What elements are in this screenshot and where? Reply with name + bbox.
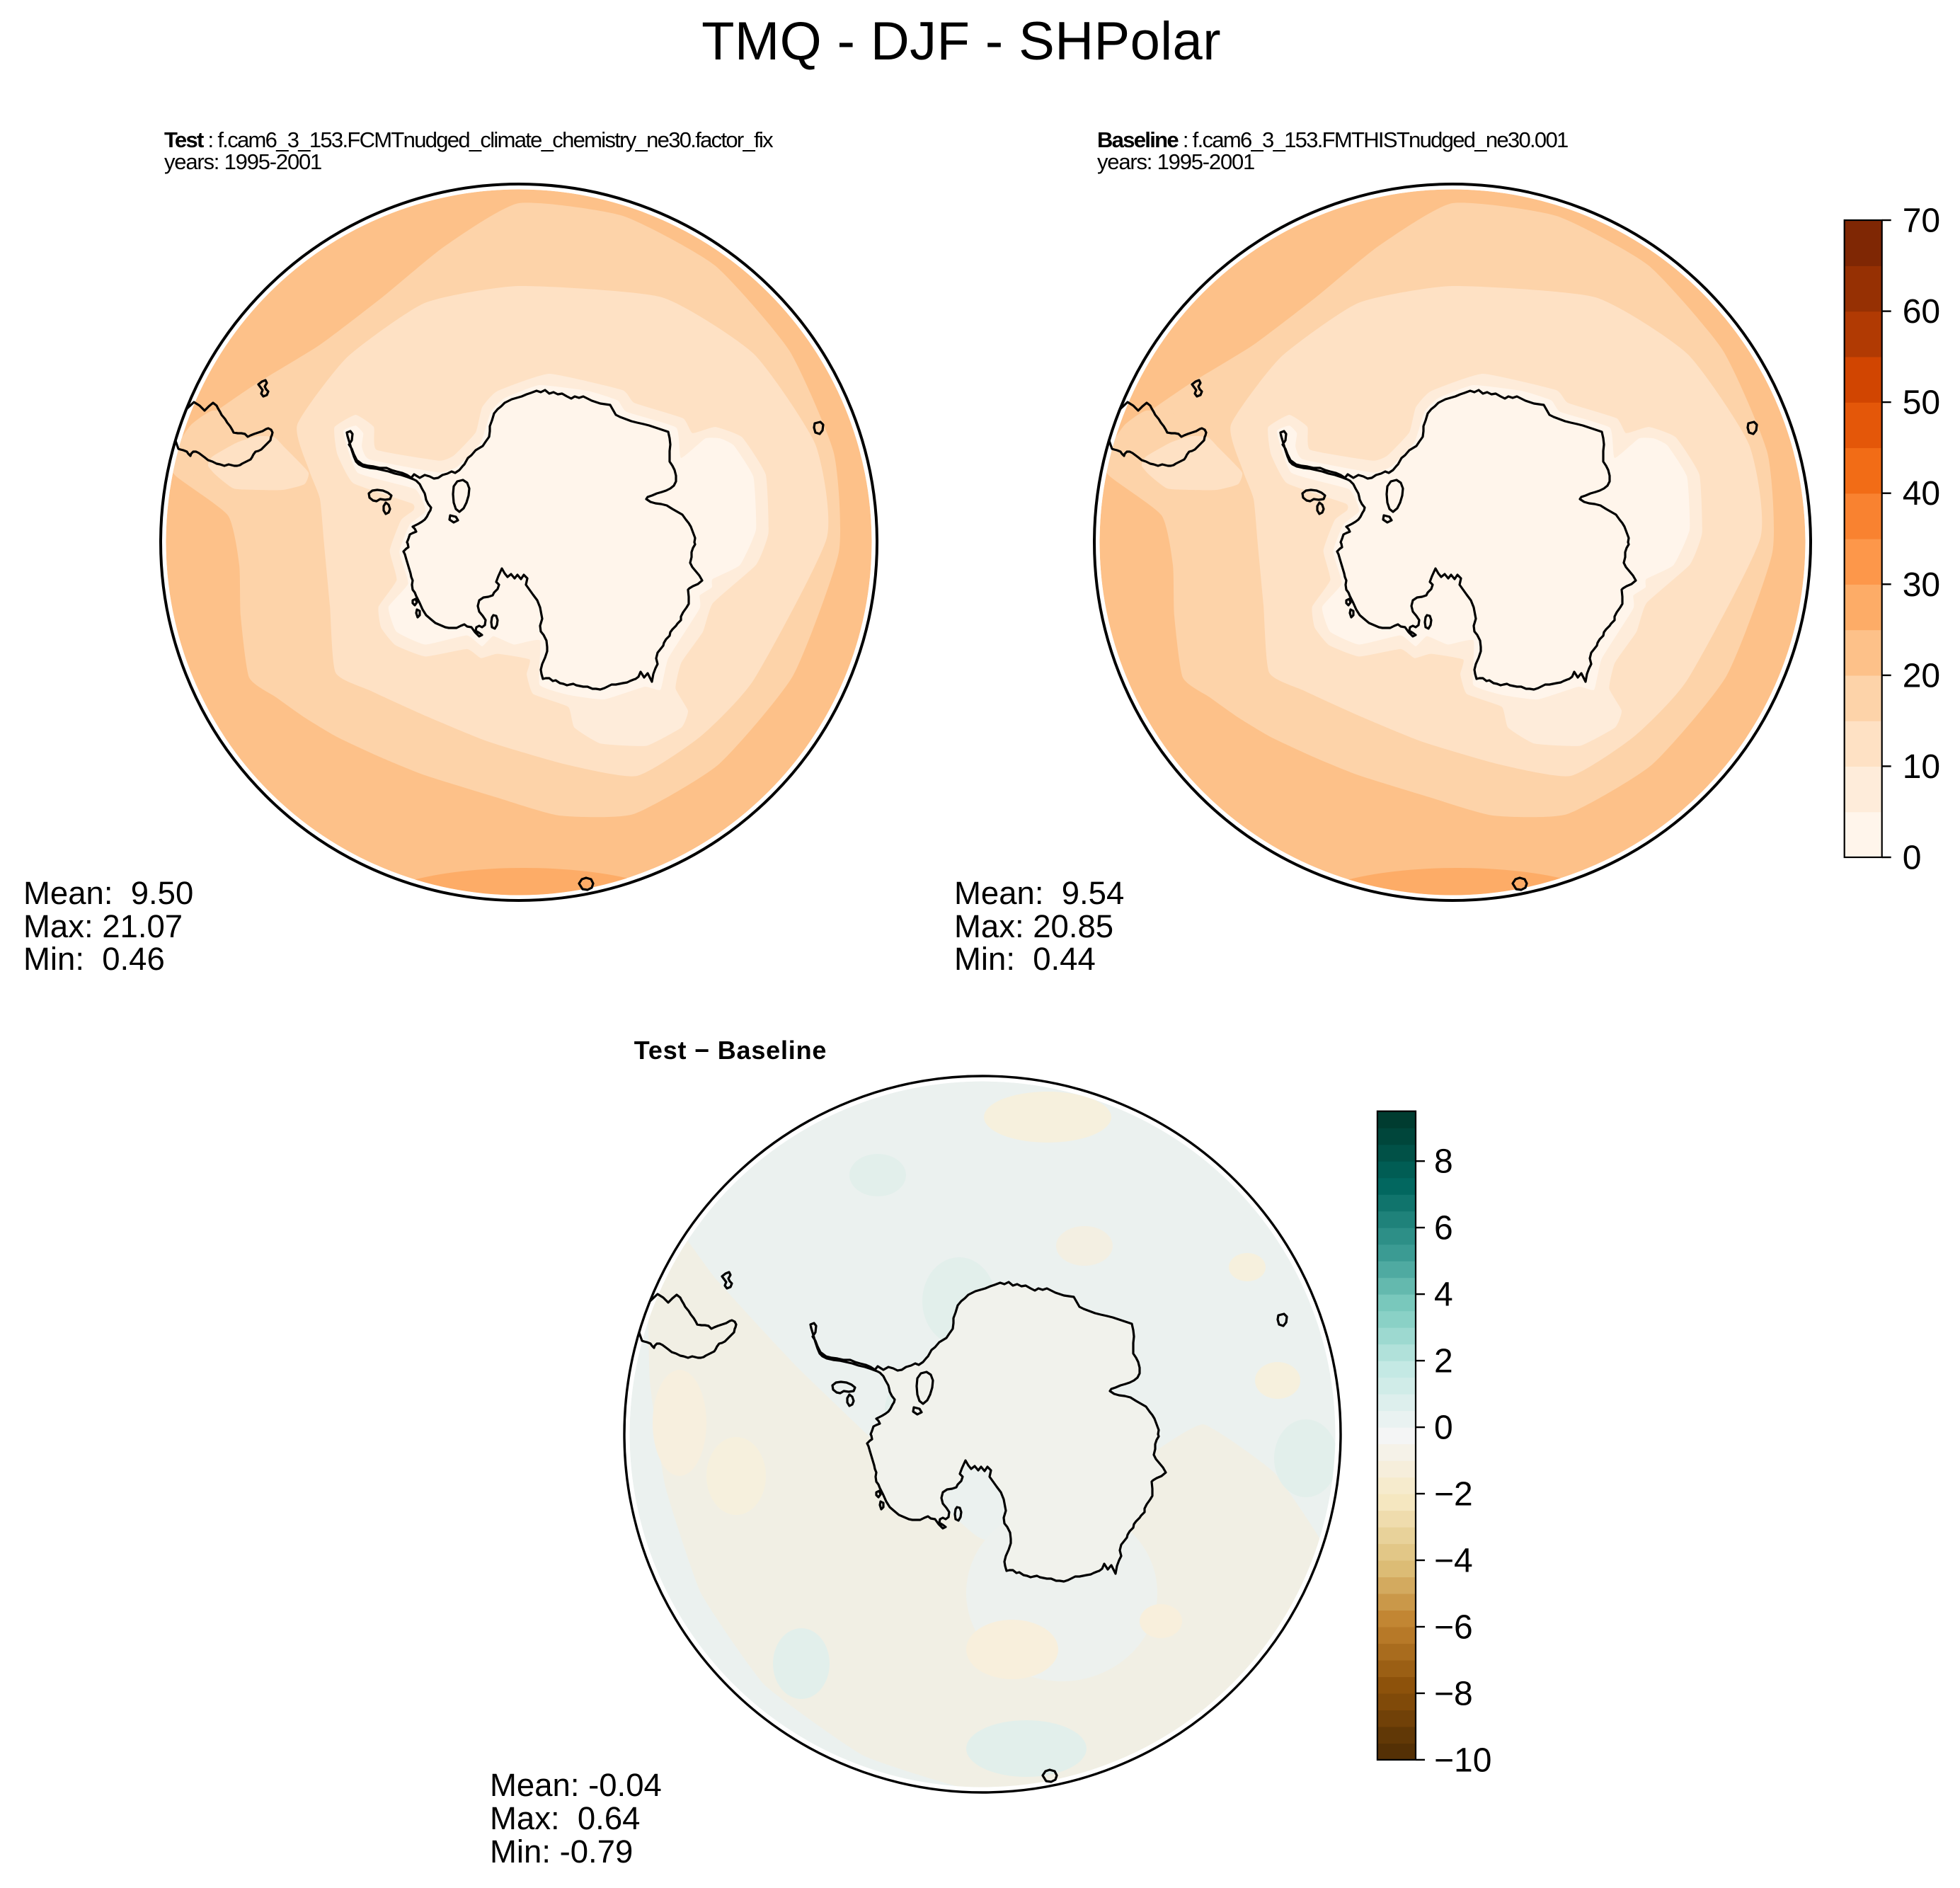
svg-text:Baseline : f.cam6_3_153.FMTHIS: Baseline : f.cam6_3_153.FMTHISTnudged_ne… xyxy=(1097,127,1568,152)
svg-text:TMQ - DJF - SHPolar: TMQ - DJF - SHPolar xyxy=(701,11,1221,71)
svg-text:Min: 0.44: Min: 0.44 xyxy=(954,941,1096,977)
svg-text:50: 50 xyxy=(1903,384,1940,422)
svg-text:6: 6 xyxy=(1434,1210,1453,1247)
svg-text:Min: -0.79: Min: -0.79 xyxy=(490,1833,633,1870)
svg-text:−2: −2 xyxy=(1434,1476,1473,1514)
svg-text:Max: 21.07: Max: 21.07 xyxy=(23,908,183,944)
svg-text:Min: 0.46: Min: 0.46 xyxy=(23,941,165,977)
svg-text:Mean: -0.04: Mean: -0.04 xyxy=(490,1767,662,1803)
svg-text:Test : f.cam6_3_153.FCMTnudged: Test : f.cam6_3_153.FCMTnudged_climate_c… xyxy=(164,127,774,152)
svg-text:70: 70 xyxy=(1903,202,1940,240)
svg-text:0: 0 xyxy=(1434,1409,1453,1447)
svg-text:Test − Baseline: Test − Baseline xyxy=(634,1036,827,1065)
svg-text:Mean: 9.54: Mean: 9.54 xyxy=(954,875,1124,911)
svg-text:0: 0 xyxy=(1903,840,1922,877)
svg-text:30: 30 xyxy=(1903,566,1940,604)
svg-text:2: 2 xyxy=(1434,1343,1453,1380)
svg-text:40: 40 xyxy=(1903,475,1940,513)
svg-text:Max: 0.64: Max: 0.64 xyxy=(490,1800,640,1836)
svg-text:4: 4 xyxy=(1434,1276,1453,1314)
svg-text:20: 20 xyxy=(1903,657,1940,694)
svg-text:years: 1995-2001: years: 1995-2001 xyxy=(1097,149,1254,174)
svg-text:60: 60 xyxy=(1903,293,1940,331)
svg-text:−10: −10 xyxy=(1434,1741,1491,1779)
svg-text:−8: −8 xyxy=(1434,1675,1473,1712)
svg-text:years: 1995-2001: years: 1995-2001 xyxy=(164,149,321,174)
svg-text:−4: −4 xyxy=(1434,1543,1473,1580)
svg-text:10: 10 xyxy=(1903,748,1940,786)
svg-text:Max: 20.85: Max: 20.85 xyxy=(954,908,1113,944)
svg-text:8: 8 xyxy=(1434,1143,1453,1181)
svg-text:Mean: 9.50: Mean: 9.50 xyxy=(23,875,193,911)
svg-text:−6: −6 xyxy=(1434,1609,1473,1647)
